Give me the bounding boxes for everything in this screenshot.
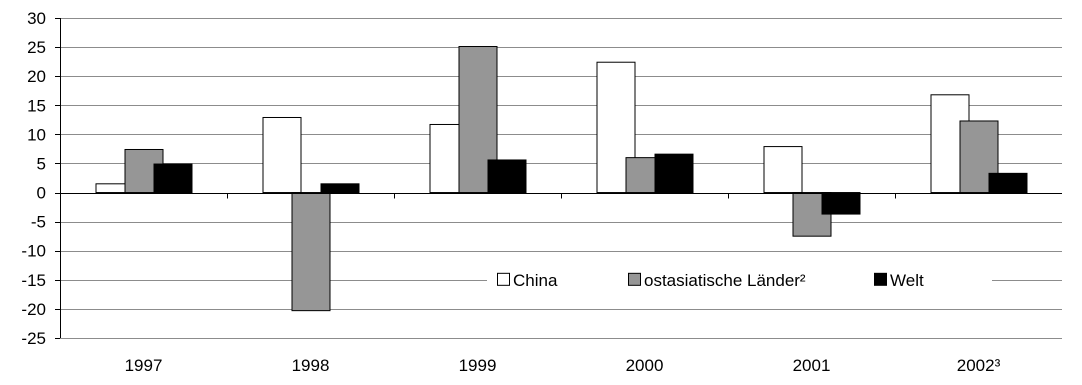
legend: China ostasiatische Länder² Welt [487,267,992,293]
y-tick-label: -25 [21,329,46,348]
x-category-label: 2001 [793,356,831,375]
y-tick-label: -20 [21,300,46,319]
bar-welt-1998 [321,184,359,193]
legend-label: Welt [890,271,924,290]
legend-label: China [513,271,558,290]
bar-ostasiatische-l-nder-1998 [292,193,330,311]
legend-swatch [629,273,641,285]
y-tick-label: 10 [27,125,46,144]
y-tick-label: 25 [27,38,46,57]
bar-welt-2001 [822,193,860,215]
x-category-label: 2002³ [957,356,1001,375]
y-tick-label: -5 [31,213,46,232]
bar-welt-1997 [154,164,192,193]
y-tick-label: -15 [21,271,46,290]
bar-welt-2000 [655,154,693,192]
x-category-label: 2000 [626,356,664,375]
y-tick-label: 20 [27,67,46,86]
x-category-label: 1999 [459,356,497,375]
bar-welt-2002 [989,173,1027,192]
legend-label: ostasiatische Länder² [644,271,806,290]
x-category-labels: 1997 1998 1999 2000 2001 2002³ [125,356,1001,375]
x-category-label: 1997 [125,356,163,375]
y-tick-label: 0 [37,184,46,203]
y-tick-labels: 30 25 20 15 10 5 0 -5 -10 -15 -20 -25 [21,9,46,348]
bar-welt-1999 [488,160,526,193]
bar-china-1998 [263,117,301,192]
legend-swatch [498,273,510,285]
y-tick-label: 30 [27,9,46,28]
y-tick-label: 15 [27,96,46,115]
x-category-label: 1998 [292,356,330,375]
y-tick-label: -10 [21,242,46,261]
legend-swatch [875,273,887,285]
y-tick-label: 5 [37,154,46,173]
bar-china-2001 [764,147,802,193]
